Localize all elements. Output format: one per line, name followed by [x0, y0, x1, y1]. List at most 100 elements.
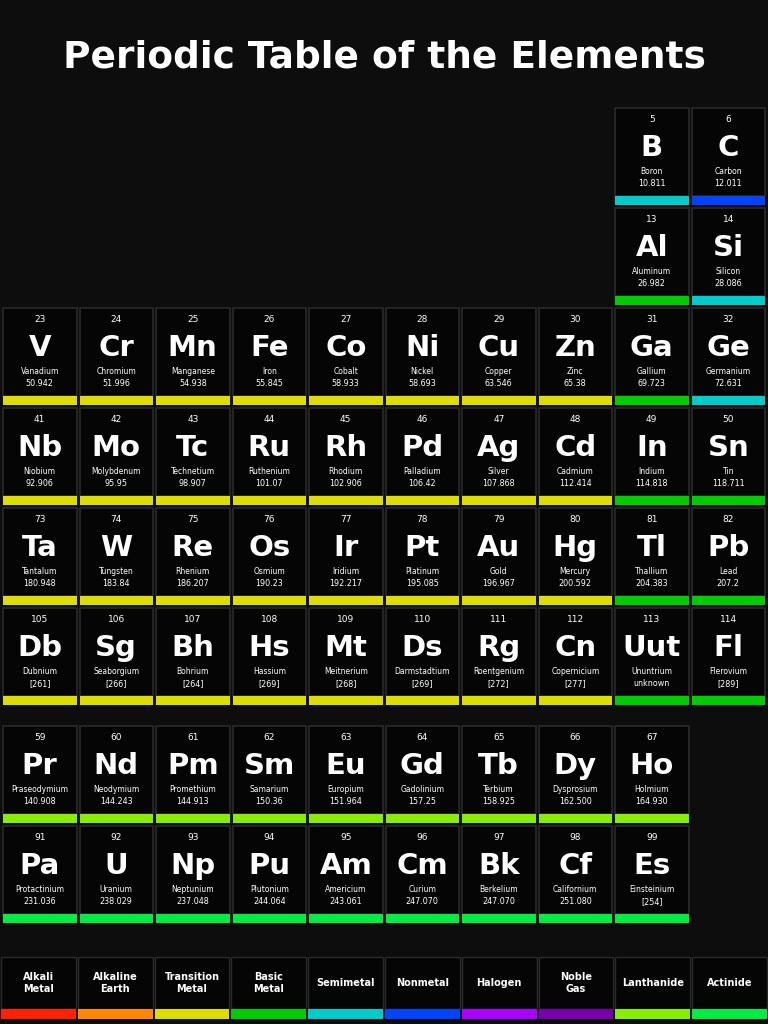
Bar: [462, 726, 535, 814]
Bar: [156, 308, 230, 396]
Text: 6: 6: [725, 115, 731, 124]
Bar: [615, 508, 688, 596]
Text: 192.217: 192.217: [329, 580, 362, 589]
Text: 29: 29: [493, 314, 505, 324]
Bar: [538, 408, 612, 496]
Text: Ta: Ta: [22, 534, 58, 562]
Text: 196.967: 196.967: [482, 580, 515, 589]
Bar: [538, 496, 612, 505]
Bar: [231, 1009, 306, 1019]
Bar: [538, 608, 612, 696]
Text: Tb: Tb: [478, 752, 519, 780]
Text: Mn: Mn: [168, 334, 217, 362]
Text: 5: 5: [649, 115, 654, 124]
Bar: [233, 826, 306, 914]
Text: Es: Es: [633, 852, 670, 880]
Text: Ru: Ru: [248, 434, 291, 462]
Text: 79: 79: [493, 514, 505, 523]
Bar: [233, 508, 306, 596]
Bar: [462, 508, 535, 596]
Text: 162.500: 162.500: [559, 798, 591, 807]
Bar: [3, 726, 77, 814]
Text: [261]: [261]: [29, 680, 51, 688]
Bar: [538, 396, 612, 406]
Text: 75: 75: [187, 514, 198, 523]
Bar: [615, 596, 688, 605]
Bar: [386, 826, 459, 914]
Text: [268]: [268]: [335, 680, 356, 688]
Text: 14: 14: [723, 214, 734, 223]
Bar: [154, 1009, 230, 1019]
Text: Californium: Californium: [553, 886, 598, 895]
Text: Gallium: Gallium: [637, 368, 667, 377]
Text: Lanthanide: Lanthanide: [622, 978, 684, 988]
Text: Alkali
Metal: Alkali Metal: [23, 972, 54, 994]
Text: Plutonium: Plutonium: [250, 886, 289, 895]
Text: 31: 31: [646, 314, 657, 324]
Text: 58.693: 58.693: [409, 380, 436, 388]
Text: 107: 107: [184, 614, 201, 624]
Text: Nd: Nd: [94, 752, 139, 780]
Text: 92: 92: [111, 833, 122, 842]
Text: Pb: Pb: [707, 534, 750, 562]
Text: 27: 27: [340, 314, 352, 324]
Text: Nickel: Nickel: [411, 368, 434, 377]
Text: Ge: Ge: [707, 334, 750, 362]
Text: Pr: Pr: [22, 752, 58, 780]
Bar: [462, 608, 535, 696]
Text: 140.908: 140.908: [24, 798, 56, 807]
Text: 99: 99: [646, 833, 657, 842]
Text: 200.592: 200.592: [559, 580, 592, 589]
Text: B: B: [641, 134, 663, 162]
Text: 69.723: 69.723: [637, 380, 666, 388]
Bar: [615, 408, 688, 496]
Text: In: In: [636, 434, 667, 462]
Text: 238.029: 238.029: [100, 897, 133, 906]
Bar: [3, 814, 77, 823]
Text: Lead: Lead: [719, 567, 737, 577]
Bar: [691, 296, 765, 305]
Text: Aluminum: Aluminum: [632, 267, 671, 276]
Text: 28: 28: [416, 314, 428, 324]
Text: Hs: Hs: [248, 634, 290, 662]
Text: [272]: [272]: [488, 680, 510, 688]
Text: Periodic Table of the Elements: Periodic Table of the Elements: [62, 40, 706, 76]
Bar: [156, 596, 230, 605]
Text: Molybdenum: Molybdenum: [91, 468, 141, 476]
Text: 247.070: 247.070: [482, 897, 515, 906]
Text: Rhodium: Rhodium: [329, 468, 362, 476]
Text: Samarium: Samarium: [250, 785, 289, 795]
Bar: [538, 726, 612, 814]
Text: 80: 80: [570, 514, 581, 523]
Bar: [386, 396, 459, 406]
Text: Tantalum: Tantalum: [22, 567, 58, 577]
Bar: [309, 308, 382, 396]
Text: 63.546: 63.546: [485, 380, 512, 388]
Text: Halogen: Halogen: [476, 978, 522, 988]
Text: Boron: Boron: [641, 168, 663, 176]
Bar: [615, 1009, 690, 1019]
Bar: [462, 826, 535, 914]
Text: Fl: Fl: [713, 634, 743, 662]
Text: 72.631: 72.631: [714, 380, 742, 388]
Text: 65: 65: [493, 732, 505, 741]
Text: Zinc: Zinc: [567, 368, 584, 377]
Text: Germanium: Germanium: [706, 368, 751, 377]
Text: Am: Am: [319, 852, 372, 880]
Text: 26: 26: [263, 314, 275, 324]
Bar: [385, 957, 460, 1009]
Text: Bk: Bk: [478, 852, 520, 880]
Text: 244.064: 244.064: [253, 897, 286, 906]
Bar: [615, 726, 688, 814]
Bar: [691, 508, 765, 596]
Bar: [78, 957, 153, 1009]
Text: 66: 66: [570, 732, 581, 741]
Text: Rg: Rg: [477, 634, 521, 662]
Bar: [692, 957, 767, 1009]
Text: Pt: Pt: [405, 534, 440, 562]
Bar: [309, 826, 382, 914]
Text: 77: 77: [340, 514, 352, 523]
Text: Ruthenium: Ruthenium: [248, 468, 290, 476]
Text: Manganese: Manganese: [170, 368, 215, 377]
Bar: [156, 608, 230, 696]
